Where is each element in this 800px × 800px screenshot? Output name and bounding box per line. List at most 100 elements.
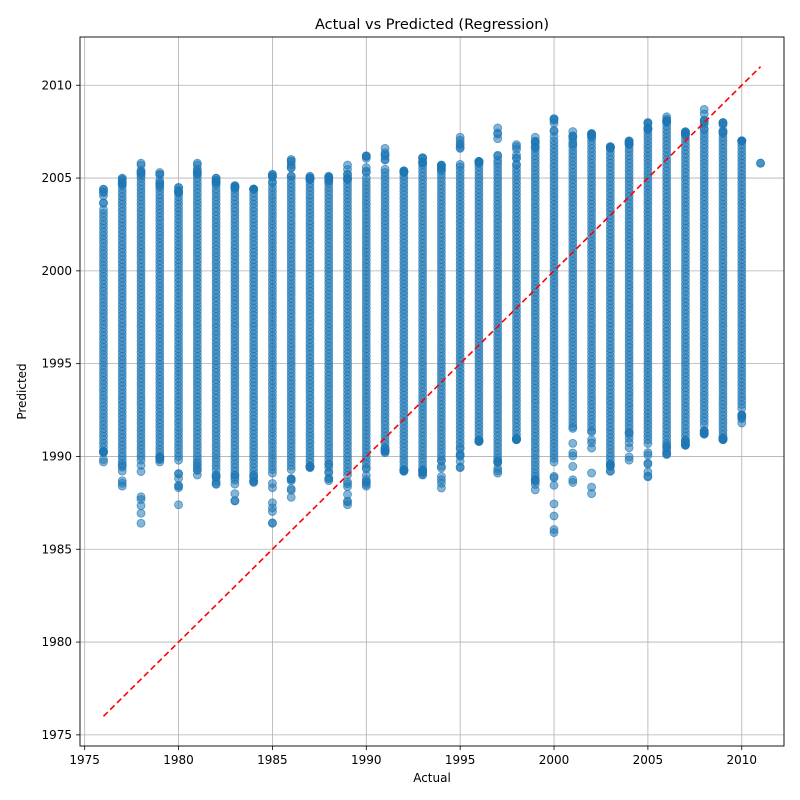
data-point xyxy=(117,462,127,472)
data-point xyxy=(737,136,747,146)
data-point xyxy=(662,440,672,450)
x-tick-label: 1995 xyxy=(445,753,476,767)
data-point xyxy=(568,423,578,433)
reference-line-group xyxy=(102,66,762,717)
data-point xyxy=(474,158,484,168)
data-point xyxy=(530,137,540,147)
data-point xyxy=(324,473,334,483)
data-point xyxy=(361,168,371,177)
data-point xyxy=(343,496,352,506)
data-point xyxy=(230,489,240,499)
x-tick-label: 2005 xyxy=(633,753,664,767)
y-tick-label: 1990 xyxy=(41,449,72,463)
data-point xyxy=(681,436,690,446)
y-tick-label: 1995 xyxy=(41,357,72,371)
data-point xyxy=(512,159,521,169)
data-point xyxy=(549,472,559,481)
data-point xyxy=(493,155,503,165)
data-point xyxy=(136,495,146,504)
y-tick-label: 1980 xyxy=(41,635,72,649)
data-point xyxy=(549,480,559,490)
data-point xyxy=(455,462,465,472)
data-point xyxy=(380,446,390,456)
data-point xyxy=(493,466,503,476)
data-point xyxy=(455,159,465,169)
data-point xyxy=(643,450,653,460)
data-point xyxy=(268,479,277,488)
data-point xyxy=(324,172,334,182)
data-point xyxy=(268,169,277,179)
data-point xyxy=(549,525,559,534)
data-point xyxy=(174,188,183,198)
data-point xyxy=(268,498,277,508)
data-point xyxy=(549,115,559,125)
data-point xyxy=(380,164,390,174)
data-point xyxy=(455,444,465,454)
data-point xyxy=(493,457,503,467)
y-axis: 1975 1980 1985 1990 1995 2000 2005 2010 xyxy=(41,78,80,742)
data-point xyxy=(568,448,578,458)
data-point xyxy=(286,156,296,166)
data-point xyxy=(174,469,183,478)
data-point xyxy=(568,475,578,485)
data-point xyxy=(136,467,146,476)
data-point xyxy=(530,475,540,485)
data-point xyxy=(643,124,653,134)
data-point xyxy=(718,118,728,128)
data-point xyxy=(192,460,202,470)
data-point xyxy=(662,449,672,458)
data-point xyxy=(436,475,446,485)
y-axis-title: Predicted xyxy=(15,363,29,419)
data-point xyxy=(699,116,709,126)
data-point xyxy=(286,171,296,181)
data-point xyxy=(305,174,315,184)
data-point xyxy=(286,474,296,484)
data-point xyxy=(305,462,315,472)
y-tick-label: 2010 xyxy=(41,78,72,92)
x-tick-label: 1985 xyxy=(257,753,288,767)
data-point xyxy=(699,124,709,134)
y-tick-label: 1985 xyxy=(41,542,72,556)
x-tick-label: 1975 xyxy=(69,753,100,767)
data-point xyxy=(99,188,108,198)
data-point xyxy=(605,142,615,152)
data-point xyxy=(474,435,484,445)
data-point xyxy=(624,137,634,147)
data-point xyxy=(681,128,690,138)
data-point xyxy=(174,481,183,490)
data-point xyxy=(230,182,240,192)
data-point xyxy=(624,433,634,443)
x-tick-label: 1980 xyxy=(163,753,194,767)
data-point xyxy=(343,170,352,180)
data-point xyxy=(455,143,465,152)
data-point xyxy=(211,476,221,486)
data-point xyxy=(155,181,165,191)
data-point xyxy=(737,410,747,420)
data-point xyxy=(249,472,259,482)
data-point xyxy=(399,167,409,177)
x-axis: 1975 1980 1985 1990 1995 2000 2005 2010 xyxy=(69,746,757,767)
data-point xyxy=(643,467,653,477)
data-point xyxy=(549,511,559,521)
data-point xyxy=(399,466,409,475)
plot-frame xyxy=(79,36,785,747)
data-point xyxy=(268,507,277,516)
data-point xyxy=(155,170,165,180)
data-point xyxy=(568,438,578,448)
data-point xyxy=(643,458,653,468)
data-point xyxy=(605,466,615,476)
x-tick-label: 2010 xyxy=(726,753,757,767)
data-point xyxy=(549,499,559,509)
data-point xyxy=(662,117,672,127)
data-point xyxy=(493,129,503,139)
data-point xyxy=(512,144,521,154)
data-point xyxy=(136,166,146,175)
data-point xyxy=(343,479,352,489)
data-point xyxy=(718,434,728,444)
data-point xyxy=(624,452,634,462)
data-point xyxy=(587,468,596,478)
data-point xyxy=(418,153,428,163)
data-point xyxy=(436,163,446,173)
data-point xyxy=(380,151,390,161)
